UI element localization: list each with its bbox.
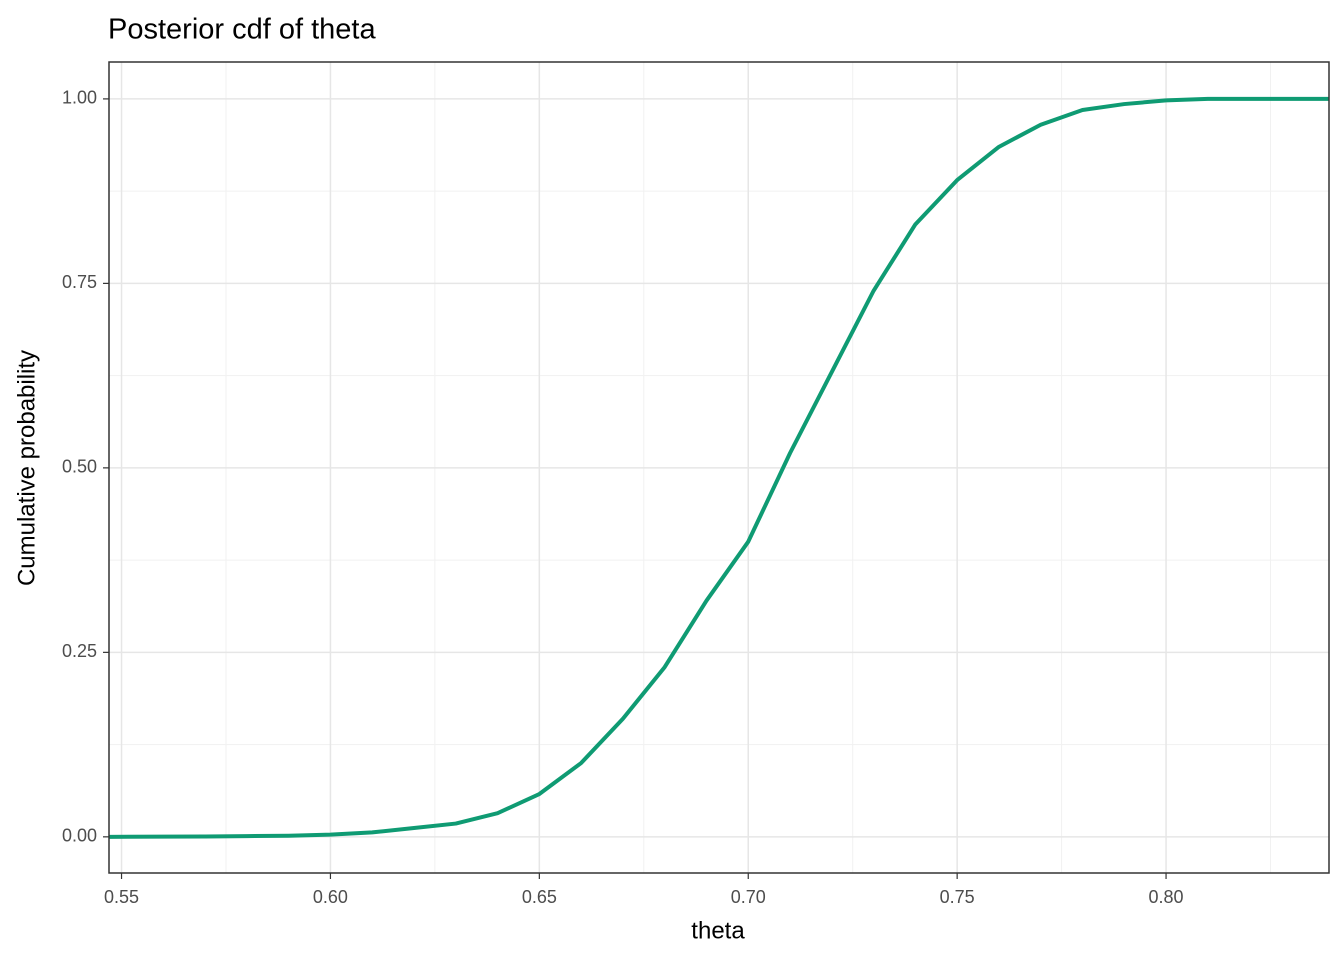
y-axis-title: Cumulative probability xyxy=(13,350,40,586)
panel-border xyxy=(108,61,1330,874)
chart-title: Posterior cdf of theta xyxy=(108,14,376,46)
x-tick-label: 0.80 xyxy=(1149,887,1184,907)
y-tick-label: 0.50 xyxy=(62,457,97,477)
y-tick-label: 0.75 xyxy=(62,272,97,292)
y-tick-label: 1.00 xyxy=(62,88,97,108)
cdf-line xyxy=(109,96,1329,839)
y-tick-label: 0.25 xyxy=(62,641,97,661)
x-tick-label: 0.70 xyxy=(731,887,766,907)
x-axis-title: theta xyxy=(691,917,745,944)
y-tick-label: 0.00 xyxy=(62,826,97,846)
x-tick-label: 0.60 xyxy=(313,887,348,907)
x-tick-label: 0.55 xyxy=(104,887,139,907)
x-tick-label: 0.65 xyxy=(522,887,557,907)
x-tick-label: 0.75 xyxy=(940,887,975,907)
